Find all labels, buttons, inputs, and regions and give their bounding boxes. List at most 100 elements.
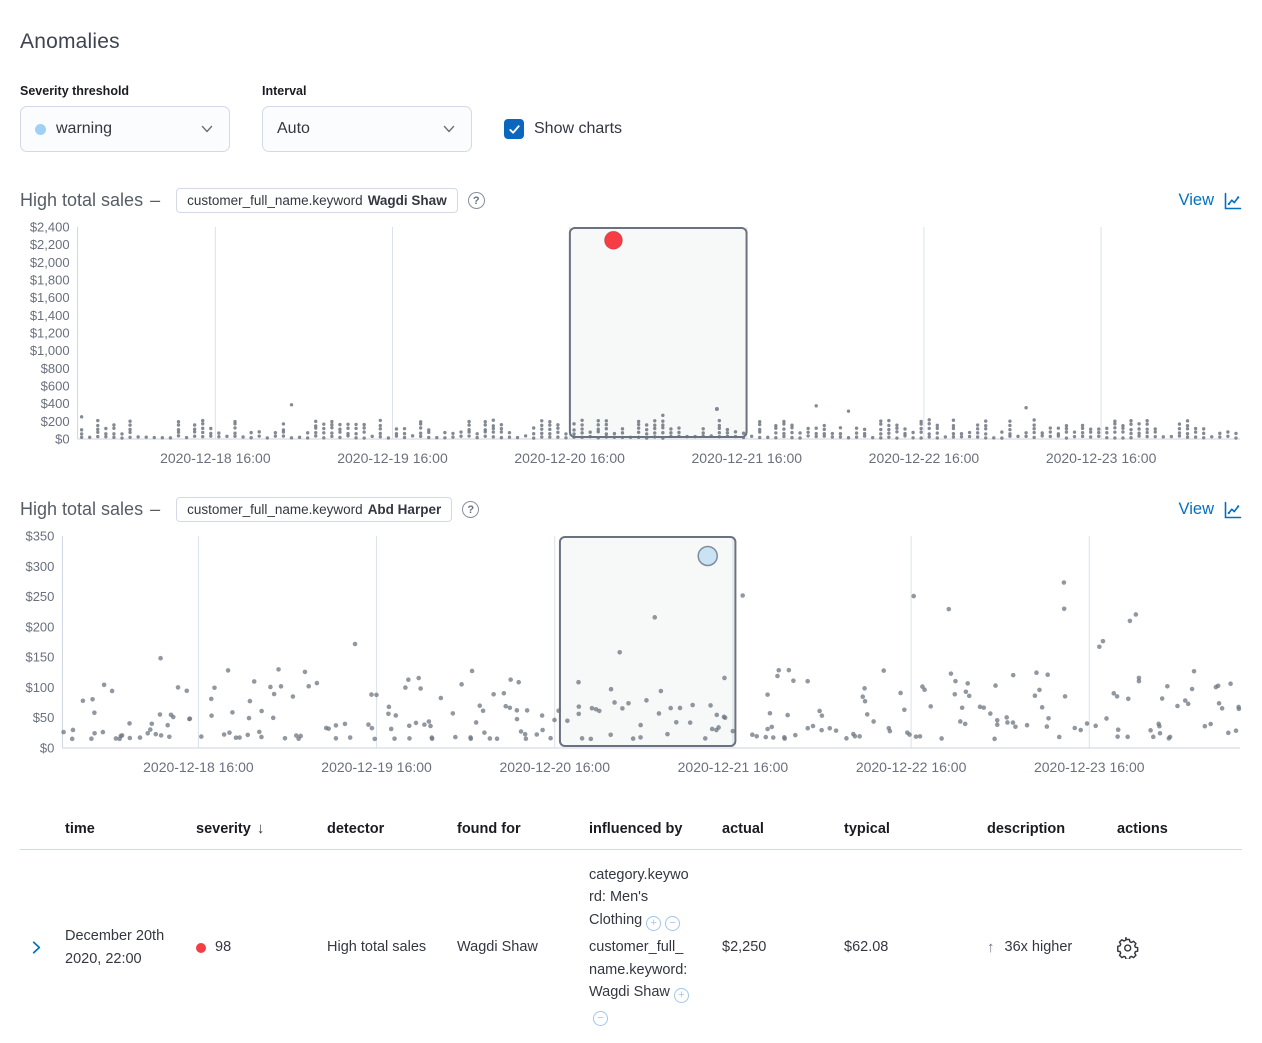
view-chart-link[interactable]: View [1179, 191, 1242, 211]
svg-text:$200: $200 [25, 619, 54, 634]
influencer-item: customer_full_name.keyword: Wagdi Shaw + … [589, 939, 689, 1026]
help-icon[interactable]: ? [467, 192, 485, 209]
row-actions-button[interactable] [1117, 936, 1139, 959]
show-charts-checkbox[interactable] [504, 119, 524, 139]
col-header-actions: actions [1117, 820, 1168, 837]
svg-text:$250: $250 [25, 589, 54, 604]
svg-text:$1,800: $1,800 [30, 273, 70, 288]
svg-text:$0: $0 [40, 741, 54, 756]
critical-severity-dot-icon [196, 942, 206, 953]
entity-field: customer_full_name.keyword [187, 193, 363, 208]
description-cell: ↑ 36x higher [987, 936, 1117, 959]
interval-select[interactable]: Auto [262, 106, 472, 152]
anomaly-scatter-chart[interactable]: 2020-12-18 16:00 2020-12-19 16:00 2020-12-… [20, 221, 1242, 471]
svg-text:$1,200: $1,200 [30, 326, 70, 341]
svg-text:2020-12-18 16:00: 2020-12-18 16:00 [143, 759, 254, 775]
col-header-influenced-by[interactable]: influenced by [589, 820, 683, 837]
interval-control: Interval Auto [262, 84, 472, 152]
warning-severity-dot-icon [35, 123, 46, 135]
svg-text:$1,400: $1,400 [30, 308, 70, 323]
svg-text:2020-12-22 16:00: 2020-12-22 16:00 [869, 450, 980, 466]
severity-threshold-value: warning [56, 120, 113, 137]
gear-icon [1117, 936, 1139, 959]
chart-title: High total sales – [20, 499, 161, 519]
svg-text:$600: $600 [41, 379, 70, 394]
svg-text:$200: $200 [41, 414, 70, 429]
severity-threshold-control: Severity threshold warning [20, 84, 230, 152]
entity-value: Wagdi Shaw [367, 193, 447, 208]
influenced-by-cell: category.keyword: Men's Clothing + − custo… [589, 864, 705, 1031]
detector-cell: High total sales [327, 939, 427, 956]
col-header-time[interactable]: time [65, 820, 95, 837]
actions-cell [1117, 936, 1207, 959]
filter-out-icon[interactable]: − [665, 915, 681, 931]
anomaly-chart-block: High total sales – customer_full_name.key… [20, 497, 1242, 780]
severity-cell: 98 [196, 936, 327, 958]
description-text: 36x higher [1004, 939, 1073, 956]
visualize-chart-icon [1224, 192, 1242, 209]
filter-for-icon[interactable]: + [646, 915, 662, 931]
entity-field: customer_full_name.keyword [187, 502, 363, 517]
chart-title: High total sales – [20, 190, 161, 210]
svg-text:$2,200: $2,200 [30, 237, 70, 252]
table-row: December 20th 2020, 22:00 98 High total … [20, 850, 1242, 1039]
chevron-down-icon [443, 125, 455, 133]
svg-text:2020-12-18 16:00: 2020-12-18 16:00 [160, 450, 271, 466]
svg-text:2020-12-19 16:00: 2020-12-19 16:00 [321, 759, 432, 775]
svg-text:2020-12-22 16:00: 2020-12-22 16:00 [856, 759, 967, 775]
svg-text:$350: $350 [25, 530, 54, 544]
help-icon[interactable]: ? [462, 501, 480, 518]
svg-text:2020-12-23 16:00: 2020-12-23 16:00 [1046, 450, 1157, 466]
sort-desc-icon: ↓ [256, 820, 265, 837]
filter-for-icon[interactable]: + [673, 988, 689, 1004]
svg-text:$1,000: $1,000 [30, 343, 70, 358]
view-chart-link[interactable]: View [1179, 500, 1242, 520]
col-header-detector[interactable]: detector [327, 820, 385, 837]
chevron-right-icon [32, 941, 41, 954]
col-header-found-for[interactable]: found for [457, 820, 521, 837]
entity-badge: customer_full_name.keyword Wagdi Shaw [176, 188, 458, 213]
svg-text:$50: $50 [33, 710, 55, 725]
chart-header: High total sales – customer_full_name.key… [20, 188, 1242, 213]
expand-row-button[interactable] [20, 939, 65, 956]
svg-text:$100: $100 [25, 680, 54, 695]
visualize-chart-icon [1224, 501, 1242, 518]
svg-text:2020-12-20 16:00: 2020-12-20 16:00 [499, 759, 610, 775]
interval-value: Auto [277, 120, 310, 137]
interval-label: Interval [262, 84, 307, 98]
time-cell: December 20th 2020, 22:00 [65, 928, 165, 967]
found-for-cell: Wagdi Shaw [457, 939, 538, 956]
arrow-up-icon: ↑ [987, 939, 995, 957]
typical-cell: $62.08 [844, 939, 889, 956]
svg-text:2020-12-23 16:00: 2020-12-23 16:00 [1034, 759, 1145, 775]
svg-text:$0: $0 [55, 432, 69, 447]
entity-value: Abd Harper [367, 502, 442, 517]
col-header-typical[interactable]: typical [844, 820, 890, 837]
col-header-severity[interactable]: severity ↓ [196, 820, 265, 837]
actual-cell: $2,250 [722, 939, 767, 956]
col-header-description[interactable]: description [987, 820, 1066, 837]
anomaly-chart-block: High total sales – customer_full_name.key… [20, 188, 1242, 471]
chart-header: High total sales – customer_full_name.key… [20, 497, 1242, 522]
show-charts-label: Show charts [534, 120, 623, 137]
col-header-actual[interactable]: actual [722, 820, 764, 837]
influencer-item: category.keyword: Men's Clothing + − [589, 867, 689, 931]
svg-text:$2,000: $2,000 [30, 255, 70, 270]
page-title: Anomalies [20, 30, 120, 53]
svg-text:$1,600: $1,600 [30, 290, 70, 305]
svg-text:$150: $150 [25, 650, 54, 665]
svg-text:2020-12-21 16:00: 2020-12-21 16:00 [692, 450, 803, 466]
svg-text:$300: $300 [25, 559, 54, 574]
severity-threshold-select[interactable]: warning [20, 106, 230, 152]
svg-text:$800: $800 [41, 361, 70, 376]
svg-text:2020-12-21 16:00: 2020-12-21 16:00 [678, 759, 789, 775]
check-icon [508, 124, 520, 134]
chevron-down-icon [201, 125, 213, 133]
entity-badge: customer_full_name.keyword Abd Harper [176, 497, 453, 522]
anomaly-scatter-chart[interactable]: 2020-12-18 16:00 2020-12-19 16:00 2020-12-… [20, 530, 1242, 780]
filter-controls: Severity threshold warning Interval Auto… [20, 84, 1242, 152]
filter-out-icon[interactable]: − [593, 1010, 608, 1026]
severity-threshold-label: Severity threshold [20, 84, 130, 98]
svg-text:2020-12-20 16:00: 2020-12-20 16:00 [514, 450, 625, 466]
